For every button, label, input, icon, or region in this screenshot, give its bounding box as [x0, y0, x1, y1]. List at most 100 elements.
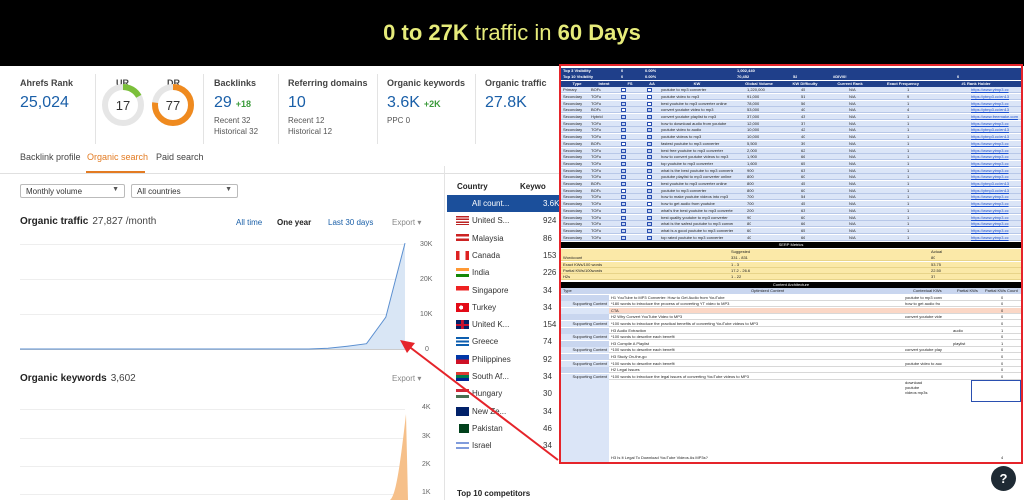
content-row[interactable]: H3 Study On-the-go 0	[561, 353, 1021, 360]
keyword-row[interactable]: Secondary TOFu youtube video to mp3 91,000 5…	[561, 93, 1021, 100]
keyword-intent[interactable]: TOFu	[591, 174, 602, 180]
keyword-row[interactable]: Secondary BOFu convert youtube video to mp…	[561, 107, 1021, 114]
sheet-column-header[interactable]: Type	[572, 80, 582, 86]
organic-traffic-line-chart[interactable]	[20, 236, 415, 351]
content-row[interactable]: Supporting Content *100 words to describe…	[561, 347, 1021, 354]
aa-checkbox[interactable]	[647, 94, 652, 99]
content-row[interactable]: H2 Why Convert YouTube Video to MP3 conve…	[561, 314, 1021, 321]
tab-backlink-profile[interactable]: Backlink profile	[20, 152, 81, 162]
fs-checkbox[interactable]	[621, 188, 626, 193]
country-row[interactable]: United K... 154	[447, 316, 560, 333]
fs-checkbox[interactable]	[621, 128, 626, 133]
sheet-column-header[interactable]: FS	[627, 80, 633, 86]
country-row[interactable]: Hungary 30	[447, 385, 560, 402]
keyword-row[interactable]: Secondary TOFu youtube video to audio 10,00…	[561, 127, 1021, 134]
tab-organic-search[interactable]: Organic search	[87, 152, 149, 162]
country-row[interactable]: Turkey 34	[447, 299, 560, 316]
rank-holder-link[interactable]: https://www.ytmp3.cc	[971, 154, 1009, 160]
country-row[interactable]: Canada 153	[447, 247, 560, 264]
country-row[interactable]: New Ze... 34	[447, 403, 560, 420]
keyword-intent[interactable]: BOFu	[591, 107, 602, 113]
rank-holder-link[interactable]: https://ytmp3.cc/en13	[971, 134, 1010, 140]
aa-checkbox[interactable]	[647, 215, 652, 220]
fs-checkbox[interactable]	[621, 175, 626, 180]
fs-checkbox[interactable]	[621, 115, 626, 119]
keywords-column-header[interactable]: Keywo	[520, 182, 546, 191]
volume-select[interactable]: Monthly volume ▼	[20, 184, 125, 198]
aa-checkbox[interactable]	[647, 135, 652, 140]
rank-holder-link[interactable]: https://www.ytmp3.cc	[971, 87, 1009, 93]
keyword-row[interactable]: Secondary TOFu best free youtube to mp3 co…	[561, 147, 1021, 154]
backlinks-metric[interactable]: Backlinks 29 +18 Recent 32 Historical 32	[214, 78, 258, 137]
keyword-intent[interactable]: TOFu	[591, 93, 602, 99]
keyword-intent[interactable]: BOFu	[591, 187, 602, 193]
keyword-row[interactable]: Secondary TOFu what is the best youtube to…	[561, 167, 1021, 174]
rank-holder-link[interactable]: https://www.ytmp3.cc	[971, 147, 1009, 153]
fs-checkbox[interactable]	[621, 141, 626, 146]
rank-holder-link[interactable]: https://www.ytmp3.cc	[971, 227, 1009, 233]
keyword-row[interactable]: Secondary TOFu how to convert youtube vide…	[561, 154, 1021, 161]
fs-checkbox[interactable]	[621, 182, 626, 186]
rank-holder-link[interactable]: https://www.ytmp3.cc	[971, 100, 1009, 106]
fs-checkbox[interactable]	[621, 208, 626, 213]
keyword-intent[interactable]: TOFu	[591, 160, 602, 166]
range-all-time[interactable]: All time	[236, 218, 263, 227]
fs-checkbox[interactable]	[621, 121, 626, 126]
country-row[interactable]: Pakistan 46	[447, 420, 560, 437]
content-row[interactable]: Supporting Content *180 words to introduc…	[561, 301, 1021, 308]
country-row[interactable]: Malaysia 86	[447, 230, 560, 247]
fs-checkbox[interactable]	[621, 195, 626, 200]
keyword-intent[interactable]: BOFu	[591, 140, 602, 146]
organic-keywords-area-chart[interactable]	[390, 406, 410, 500]
aa-checkbox[interactable]	[647, 188, 652, 193]
country-row-all[interactable]: All count... 3.6K	[447, 195, 560, 212]
aa-checkbox[interactable]	[647, 195, 652, 200]
aa-checkbox[interactable]	[647, 121, 652, 126]
keyword-intent[interactable]: TOFu	[591, 167, 602, 173]
rank-holder-link[interactable]: https://www.ytmp3.cc	[971, 140, 1009, 146]
keyword-row[interactable]: Secondary BOFu best youtube to mp3 convert…	[561, 181, 1021, 187]
export-button[interactable]: Export ▾	[392, 374, 421, 383]
aa-checkbox[interactable]	[647, 115, 652, 119]
keyword-row[interactable]: Secondary TOFu best quality youtube to mp3…	[561, 214, 1021, 221]
keyword-row[interactable]: Secondary TOFu what is a good youtube to m…	[561, 227, 1021, 234]
ahrefs-rank-metric[interactable]: Ahrefs Rank 25,024	[20, 78, 73, 112]
aa-checkbox[interactable]	[647, 182, 652, 186]
rank-holder-link[interactable]: https://www.ytmp3.cc	[971, 207, 1009, 213]
rank-holder-link[interactable]: https://www.ytmp3.cc	[971, 160, 1009, 166]
sheet-column-header[interactable]: Current Rank	[837, 80, 863, 86]
sheet-column-header[interactable]: #1 Rank Holder	[961, 80, 991, 86]
keyword-row[interactable]: Secondary BOFu youtube to mp3 converter 800…	[561, 187, 1021, 194]
sheet-column-header[interactable]: Exact Frequency	[886, 80, 919, 86]
ur-donut[interactable]: 17	[100, 82, 146, 128]
fs-checkbox[interactable]	[621, 101, 626, 106]
fs-checkbox[interactable]	[621, 148, 626, 153]
country-row[interactable]: United S... 924	[447, 212, 560, 229]
keyword-row[interactable]: Secondary TOFu how to make youtube videos …	[561, 194, 1021, 201]
fs-checkbox[interactable]	[621, 94, 626, 99]
keyword-row[interactable]: Secondary TOFu youtube playlist to mp3 con…	[561, 174, 1021, 181]
keyword-intent[interactable]: BOFu	[591, 181, 602, 186]
organic-keywords-metric[interactable]: Organic keywords 3.6K +2K PPC 0	[387, 78, 465, 126]
content-row[interactable]: CTA 0	[561, 307, 1021, 314]
keyword-intent[interactable]: TOFu	[591, 194, 602, 200]
fs-checkbox[interactable]	[621, 88, 626, 93]
rank-holder-link[interactable]: https://ytmp3.cc/en13	[971, 181, 1010, 186]
rank-holder-link[interactable]: https://www.ytmp3.cc	[971, 167, 1009, 173]
rank-holder-link[interactable]: https://ytmp3.cc/en13	[971, 93, 1010, 99]
aa-checkbox[interactable]	[647, 108, 652, 113]
fs-checkbox[interactable]	[621, 228, 626, 233]
country-row[interactable]: South Af... 34	[447, 368, 560, 385]
keyword-intent[interactable]: Hybrid	[591, 114, 603, 119]
keyword-row[interactable]: Secondary TOFu best youtube to mp3 convert…	[561, 100, 1021, 107]
country-row[interactable]: Israel 34	[447, 437, 560, 454]
aa-checkbox[interactable]	[647, 168, 652, 173]
keyword-intent[interactable]: TOFu	[591, 234, 602, 240]
aa-checkbox[interactable]	[647, 141, 652, 146]
sheet-column-header[interactable]: AA	[649, 80, 655, 86]
rank-holder-link[interactable]: https://www.ytmp3.cc	[971, 201, 1009, 207]
country-row[interactable]: India 226	[447, 264, 560, 281]
rank-holder-link[interactable]: https://www.ytmp3.cc	[971, 174, 1009, 180]
keyword-intent[interactable]: TOFu	[591, 154, 602, 160]
content-row[interactable]: Supporting Content *100 words to describe…	[561, 334, 1021, 341]
